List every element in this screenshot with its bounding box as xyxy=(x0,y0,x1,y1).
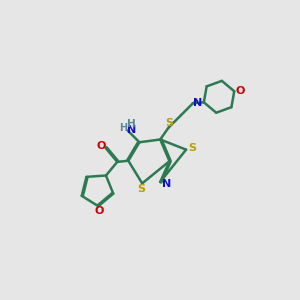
Text: S: S xyxy=(188,143,196,154)
Text: S: S xyxy=(137,184,145,194)
Text: O: O xyxy=(235,86,245,96)
Text: O: O xyxy=(97,141,106,151)
Text: N: N xyxy=(127,125,136,136)
Text: S: S xyxy=(165,118,173,128)
Text: H: H xyxy=(119,123,127,133)
Text: O: O xyxy=(94,206,104,216)
Text: N: N xyxy=(162,179,171,189)
Text: N: N xyxy=(194,98,203,108)
Text: H: H xyxy=(128,119,136,129)
